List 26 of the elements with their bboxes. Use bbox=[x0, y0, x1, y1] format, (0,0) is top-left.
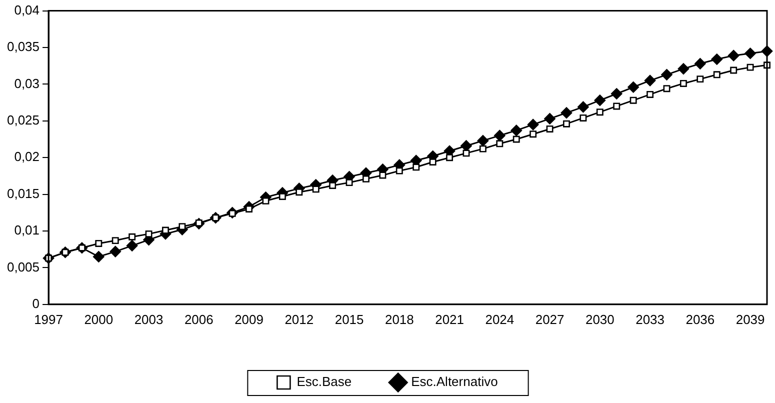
x-tick-label: 2024 bbox=[485, 312, 514, 327]
x-tick-label: 2039 bbox=[736, 312, 765, 327]
y-tick-label: 0,03 bbox=[14, 76, 40, 91]
y-tick-label: 0,015 bbox=[6, 186, 40, 201]
y-tick-label: 0 bbox=[32, 296, 40, 311]
y-tick-label: 0,01 bbox=[14, 222, 40, 238]
y-tick-label: 0,025 bbox=[6, 112, 40, 128]
x-tick-label: 2015 bbox=[334, 312, 364, 327]
x-tick-label: 2006 bbox=[184, 312, 214, 327]
y-tick-label: 0,005 bbox=[6, 259, 40, 274]
x-tick-label: 2036 bbox=[686, 312, 715, 327]
x-tick-label: 2030 bbox=[585, 312, 614, 327]
x-tick-label: 2003 bbox=[134, 312, 164, 327]
x-tick-label: 1997 bbox=[34, 312, 63, 327]
x-tick-label: 2021 bbox=[435, 312, 464, 327]
x-tick-label: 2033 bbox=[636, 312, 664, 327]
legend-label: Esc.Base bbox=[296, 374, 352, 390]
y-tick-label: 0,02 bbox=[14, 149, 40, 164]
x-tick-label: 2027 bbox=[535, 312, 564, 327]
y-tick-label: 0,04 bbox=[14, 2, 40, 18]
x-tick-label: 2000 bbox=[84, 312, 114, 327]
x-tick-label: 2018 bbox=[384, 312, 414, 327]
x-tick-label: 2012 bbox=[284, 312, 314, 327]
legend-label: Esc.Alternativo bbox=[411, 374, 498, 390]
x-tick-label: 2009 bbox=[234, 312, 264, 327]
y-tick-label: 0,035 bbox=[6, 39, 40, 54]
